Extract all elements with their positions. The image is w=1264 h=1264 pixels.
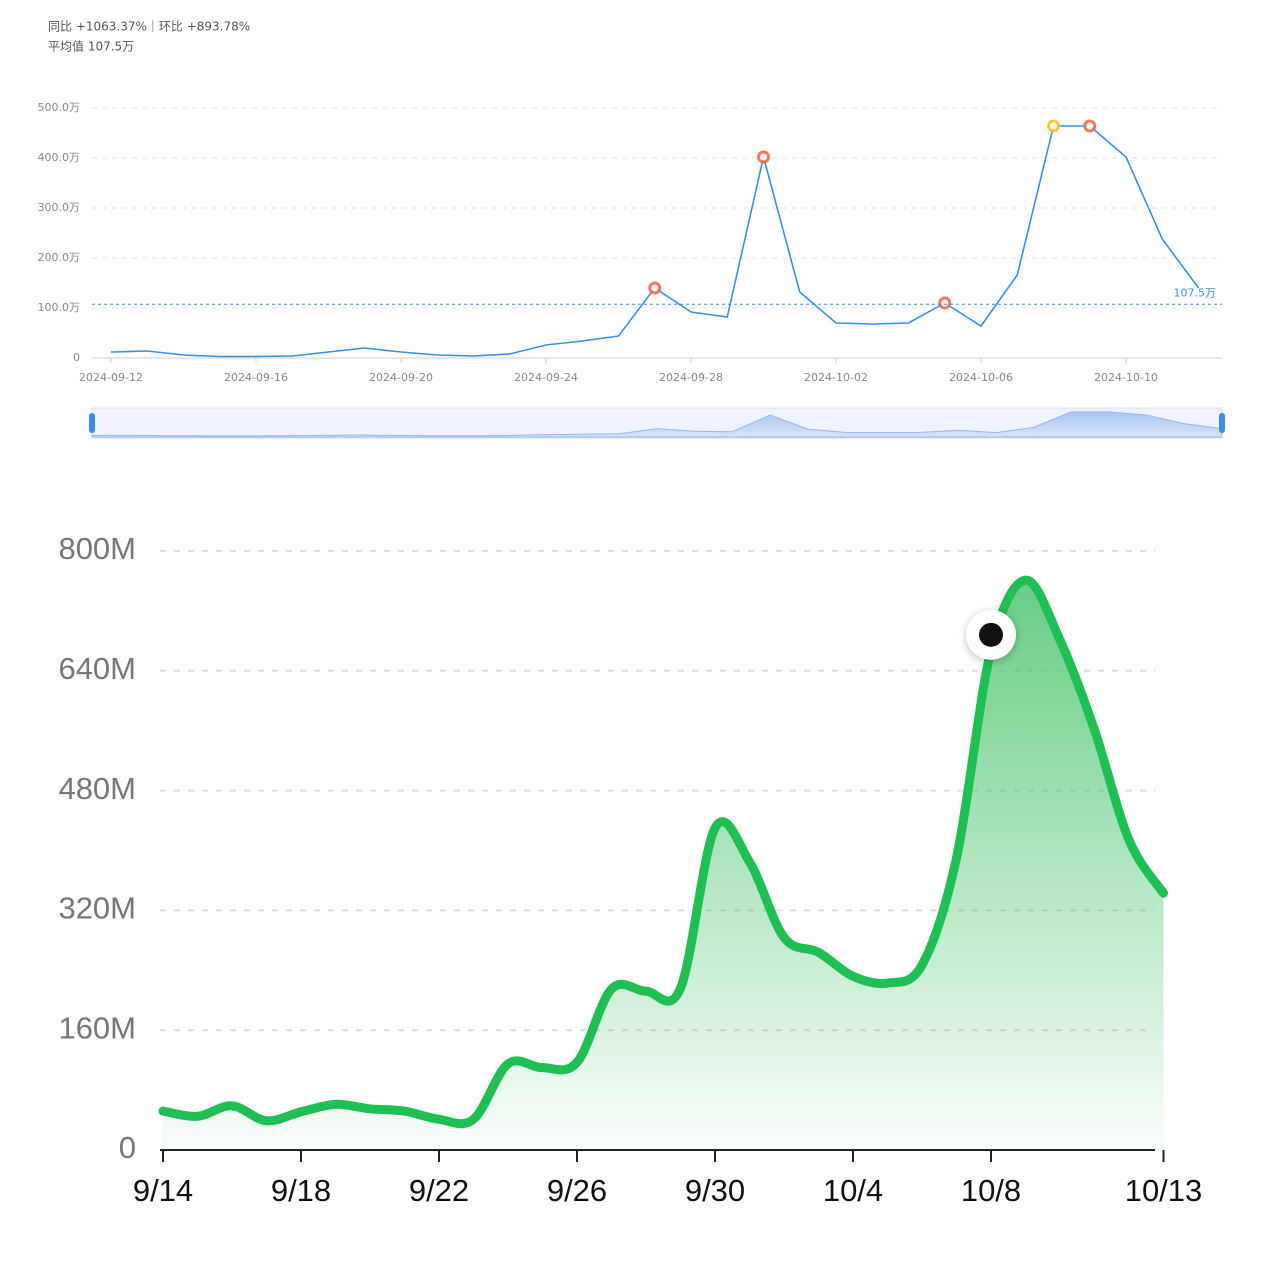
line xyxy=(158,575,1168,1129)
average-label: 107.5万 xyxy=(1174,286,1217,299)
highlight-point xyxy=(1047,119,1060,133)
y-tick-label: 0 xyxy=(119,1130,136,1165)
x-tick-label: 2024-09-20 xyxy=(369,371,433,384)
highlight-point xyxy=(938,296,952,310)
y-tick-label: 480M xyxy=(58,771,136,806)
line xyxy=(110,125,1200,358)
zoom-preview xyxy=(91,411,1223,438)
y-tick-label: 500.0万 xyxy=(38,101,81,114)
area xyxy=(163,580,1164,1150)
y-tick-label: 200.0万 xyxy=(38,251,81,264)
highlight-point xyxy=(979,622,1003,647)
highlight-point xyxy=(757,150,770,164)
y-tick-label: 800M xyxy=(58,531,136,566)
subtitle: 同比 +1063.37%｜环比 +893.78% xyxy=(48,20,250,34)
average-text: 平均值 107.5万 xyxy=(48,39,134,54)
zoom-handle xyxy=(1219,413,1225,433)
x-tick-label: 9/14 xyxy=(133,1173,193,1208)
y-tick-label: 0 xyxy=(73,351,80,364)
x-tick-label: 2024-09-16 xyxy=(224,371,288,384)
x-tick-label: 10/4 xyxy=(823,1173,883,1208)
y-tick-label: 300.0万 xyxy=(38,201,81,214)
x-tick-label: 2024-09-28 xyxy=(659,371,723,384)
y-tick-label: 320M xyxy=(58,891,136,926)
y-tick-label: 100.0万 xyxy=(38,301,81,314)
x-tick-label: 2024-09-12 xyxy=(79,371,143,384)
y-tick-label: 640M xyxy=(58,651,136,686)
x-tick-label: 2024-10-02 xyxy=(804,371,868,384)
highlight-point xyxy=(1083,119,1097,133)
x-tick-label: 9/22 xyxy=(409,1173,469,1208)
x-tick-label: 2024-10-06 xyxy=(949,371,1013,384)
x-tick-label: 9/30 xyxy=(685,1173,745,1208)
x-tick-label: 10/13 xyxy=(1125,1173,1203,1208)
x-tick-label: 10/8 xyxy=(961,1173,1021,1208)
highlight-point xyxy=(648,281,662,295)
y-tick-label: 160M xyxy=(58,1010,136,1045)
zoom-handle xyxy=(89,413,95,433)
x-tick-label: 9/18 xyxy=(271,1173,331,1208)
y-tick-label: 400.0万 xyxy=(38,151,81,164)
x-tick-label: 2024-09-24 xyxy=(514,371,578,384)
x-tick-label: 2024-10-10 xyxy=(1094,371,1158,384)
x-tick-label: 9/26 xyxy=(547,1173,607,1208)
